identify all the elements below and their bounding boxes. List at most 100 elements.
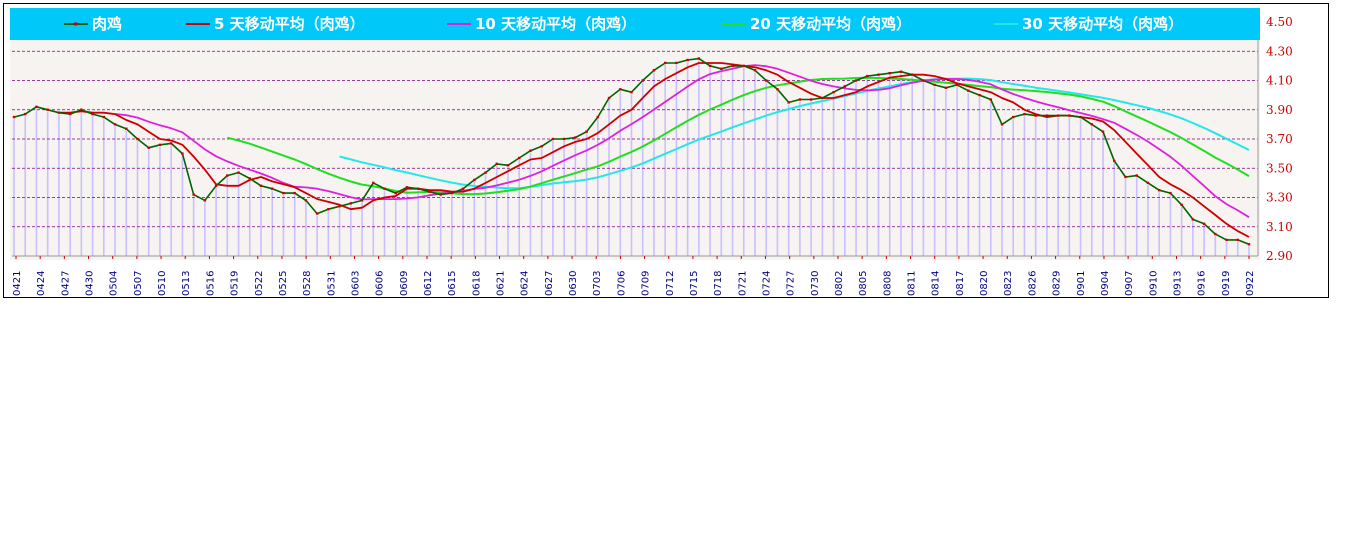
price-point: [416, 187, 420, 190]
price-point: [248, 177, 251, 180]
volume-bars: [13, 60, 1250, 256]
x-tick-label: 0922: [1245, 271, 1256, 296]
price-point: [1247, 243, 1251, 246]
x-tick-label: 0808: [882, 271, 893, 296]
price-point: [720, 67, 723, 70]
price-point: [147, 146, 150, 149]
price-point: [181, 152, 184, 155]
y-tick-label: 3.90: [1266, 103, 1293, 117]
y-tick-label: 4.30: [1266, 44, 1293, 58]
x-tick-label: 0609: [399, 271, 410, 296]
x-tick-label: 0913: [1172, 271, 1183, 296]
x-tick-label: 0510: [157, 271, 168, 296]
price-point: [473, 178, 476, 182]
x-tick-label: 0814: [931, 271, 942, 296]
price-point: [686, 58, 689, 62]
x-tick-label: 0706: [616, 271, 627, 296]
price-point: [877, 73, 880, 76]
price-point: [203, 199, 207, 202]
x-tick-label: 0709: [641, 271, 652, 296]
y-tick-label: 3.70: [1266, 132, 1293, 146]
price-point: [1169, 191, 1172, 195]
price-point: [731, 64, 734, 68]
price-point: [113, 123, 117, 126]
price-point: [809, 98, 813, 101]
legend-label: 30 天移动平均（肉鸡）: [1022, 15, 1183, 33]
x-tick-label: 0522: [254, 271, 265, 296]
price-point: [742, 64, 745, 68]
x-tick-label: 0904: [1100, 271, 1111, 296]
price-point: [506, 164, 510, 167]
legend: 肉鸡 5 天移动平均（肉鸡） 10 天移动平均（肉鸡） 20 天移动平均（肉鸡） 30 …: [64, 15, 1183, 33]
price-point: [80, 108, 83, 111]
chart-svg: 肉鸡 5 天移动平均（肉鸡） 10 天移动平均（肉鸡） 20 天移动平均（肉鸡） 30 …: [10, 8, 1293, 296]
price-point: [1101, 130, 1105, 133]
price-point: [1012, 115, 1015, 119]
price-point: [125, 127, 128, 130]
price-point: [843, 85, 847, 88]
price-point: [663, 61, 667, 65]
price-point: [68, 112, 72, 116]
price-point: [372, 181, 375, 185]
price-point: [1157, 188, 1161, 192]
price-point: [989, 98, 992, 101]
price-point: [910, 73, 914, 76]
legend-label: 5 天移动平均（肉鸡）: [214, 15, 365, 33]
series-line-ma5: [58, 62, 1250, 238]
x-tick-label: 0826: [1027, 271, 1038, 296]
x-tick-label: 0919: [1221, 271, 1232, 296]
x-tick-label: 0703: [592, 271, 603, 296]
price-point: [607, 96, 611, 100]
price-point: [1000, 123, 1004, 126]
price-point: [439, 193, 442, 196]
x-tick-label: 0421: [12, 271, 23, 296]
x-tick-label: 0630: [568, 271, 579, 296]
price-point: [192, 193, 195, 196]
price-point: [821, 96, 824, 100]
price-point: [619, 88, 622, 91]
price-point: [708, 64, 712, 68]
price-point: [641, 79, 644, 82]
x-tick-label: 0513: [181, 271, 192, 296]
price-point: [551, 137, 555, 141]
x-tick-label: 0516: [205, 271, 216, 296]
price-point: [304, 199, 308, 202]
legend-label: 肉鸡: [92, 15, 122, 33]
price-point: [888, 71, 891, 75]
price-point: [787, 101, 790, 104]
x-tick-label: 0916: [1197, 271, 1208, 296]
x-tick-label: 0820: [979, 271, 990, 296]
price-point: [428, 190, 431, 193]
y-tick-label: 3.50: [1266, 161, 1293, 175]
y-tick-label: 4.10: [1266, 74, 1293, 88]
x-tick-label: 0721: [737, 271, 748, 296]
price-point: [1124, 175, 1127, 179]
price-point: [1045, 114, 1049, 117]
price-point: [282, 191, 285, 195]
price-point: [933, 83, 936, 87]
price-point: [675, 61, 678, 65]
price-point: [1034, 114, 1037, 117]
price-point: [518, 156, 521, 160]
price-point: [293, 191, 296, 195]
price-point: [24, 112, 27, 116]
y-tick-label: 3.10: [1266, 220, 1293, 234]
legend-marker: [74, 22, 77, 26]
price-point: [450, 191, 454, 195]
x-tick-label: 0817: [955, 271, 966, 296]
price-point: [753, 69, 757, 72]
x-tick-label: 0907: [1124, 271, 1135, 296]
price-point: [405, 186, 409, 189]
x-tick-label: 0627: [544, 271, 555, 296]
x-tick-label: 0811: [907, 271, 918, 296]
x-tick-label: 0507: [133, 271, 144, 296]
x-tick-label: 0504: [109, 271, 120, 296]
y-axis-ticks: 4.50 4.30 4.10 3.90 3.70 3.50 3.30 3.10 2.90: [1266, 15, 1293, 263]
price-point: [1068, 114, 1071, 117]
price-point: [327, 208, 330, 211]
x-tick-label: 0712: [665, 271, 676, 296]
x-tick-label: 0724: [761, 271, 772, 296]
x-tick-label: 0910: [1148, 271, 1159, 296]
price-point: [214, 184, 218, 187]
price-point: [798, 98, 802, 101]
